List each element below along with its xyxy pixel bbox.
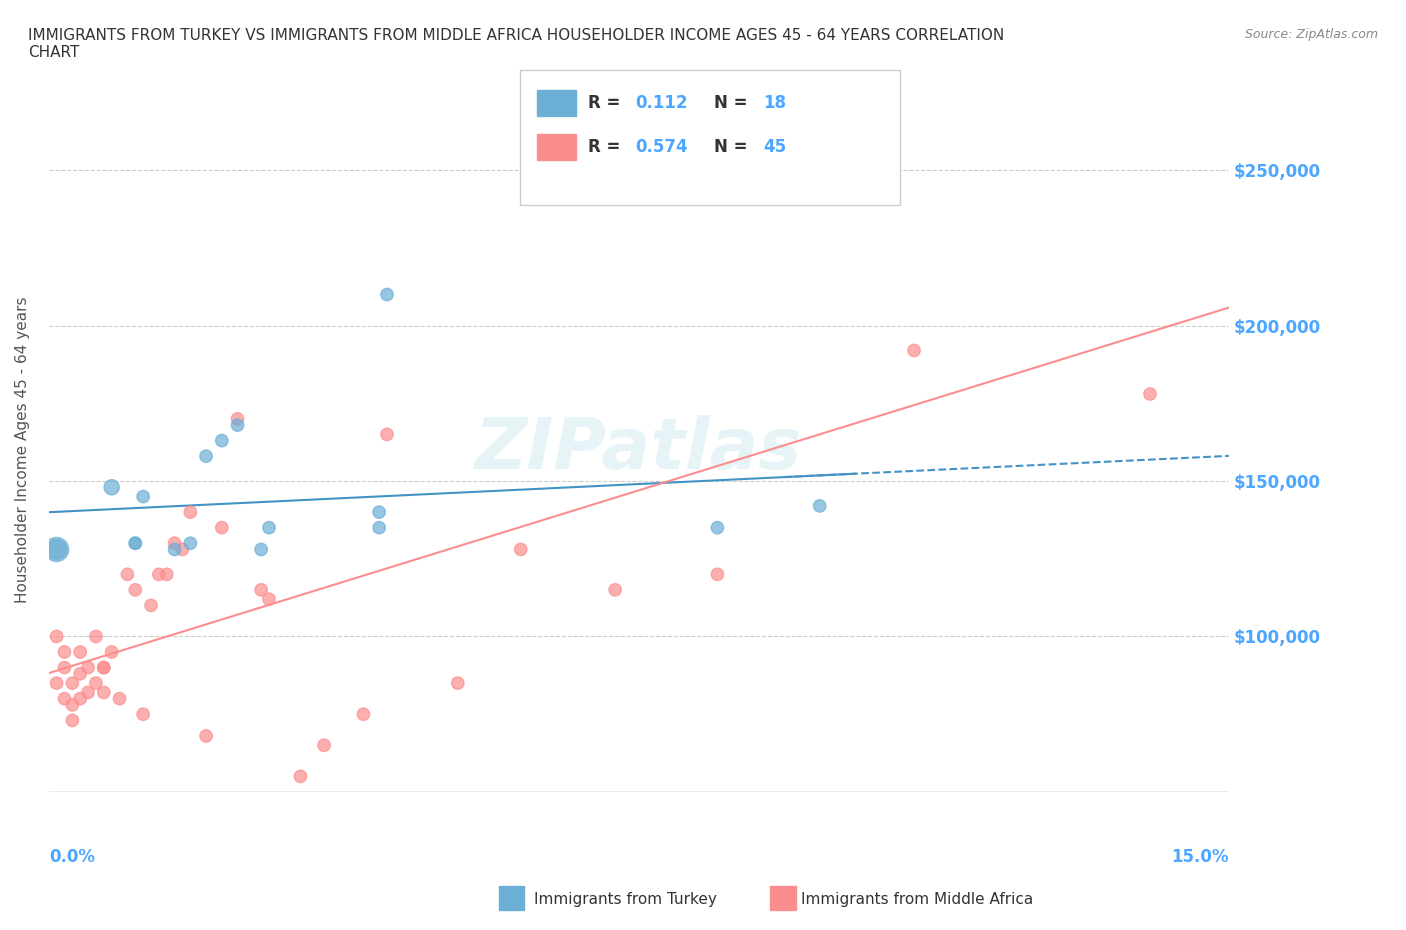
- Point: [211, 433, 233, 448]
- Point: [179, 505, 201, 520]
- Point: [163, 542, 186, 557]
- Point: [368, 520, 391, 535]
- Point: [100, 644, 122, 659]
- Point: [706, 567, 728, 582]
- Text: N =: N =: [714, 138, 754, 156]
- Point: [250, 582, 273, 597]
- Point: [77, 660, 100, 675]
- Point: [84, 629, 107, 644]
- Point: [156, 567, 179, 582]
- Point: [69, 691, 91, 706]
- Point: [60, 698, 83, 712]
- Point: [368, 505, 391, 520]
- Point: [785, 153, 807, 168]
- Point: [45, 676, 67, 691]
- Point: [148, 567, 170, 582]
- Text: ZIPatlas: ZIPatlas: [475, 416, 803, 485]
- Text: 0.0%: 0.0%: [49, 848, 94, 866]
- Text: 45: 45: [763, 138, 786, 156]
- Point: [84, 676, 107, 691]
- Point: [132, 707, 155, 722]
- Text: 18: 18: [763, 94, 786, 113]
- Point: [163, 536, 186, 551]
- Point: [808, 498, 831, 513]
- Text: 0.112: 0.112: [636, 94, 688, 113]
- Point: [706, 520, 728, 535]
- Point: [53, 644, 76, 659]
- Point: [179, 536, 201, 551]
- Point: [605, 582, 627, 597]
- Point: [69, 666, 91, 681]
- Point: [53, 691, 76, 706]
- Text: 0.574: 0.574: [636, 138, 688, 156]
- Text: R =: R =: [588, 138, 626, 156]
- Y-axis label: Householder Income Ages 45 - 64 years: Householder Income Ages 45 - 64 years: [15, 297, 30, 604]
- Point: [375, 287, 398, 302]
- Point: [250, 542, 273, 557]
- Point: [60, 676, 83, 691]
- Point: [447, 676, 470, 691]
- Point: [211, 520, 233, 535]
- Point: [195, 449, 218, 464]
- Point: [139, 598, 162, 613]
- Point: [172, 542, 194, 557]
- Text: R =: R =: [588, 94, 626, 113]
- Point: [93, 660, 115, 675]
- Point: [69, 644, 91, 659]
- Text: IMMIGRANTS FROM TURKEY VS IMMIGRANTS FROM MIDDLE AFRICA HOUSEHOLDER INCOME AGES : IMMIGRANTS FROM TURKEY VS IMMIGRANTS FRO…: [28, 28, 1004, 60]
- Point: [226, 411, 249, 426]
- Point: [1139, 387, 1161, 402]
- Text: Source: ZipAtlas.com: Source: ZipAtlas.com: [1244, 28, 1378, 41]
- Point: [312, 737, 335, 752]
- Text: Immigrants from Middle Africa: Immigrants from Middle Africa: [801, 892, 1033, 907]
- Point: [132, 489, 155, 504]
- Point: [45, 542, 67, 557]
- Point: [77, 685, 100, 700]
- Point: [117, 567, 139, 582]
- Point: [226, 418, 249, 432]
- Point: [352, 707, 374, 722]
- Point: [375, 427, 398, 442]
- Point: [108, 691, 131, 706]
- Point: [195, 728, 218, 743]
- Point: [124, 536, 146, 551]
- Text: N =: N =: [714, 94, 754, 113]
- Point: [93, 685, 115, 700]
- Text: 15.0%: 15.0%: [1171, 848, 1229, 866]
- Point: [60, 713, 83, 728]
- Point: [93, 660, 115, 675]
- Point: [100, 480, 122, 495]
- Point: [124, 582, 146, 597]
- Point: [53, 660, 76, 675]
- Point: [257, 591, 280, 606]
- Point: [45, 542, 67, 557]
- Point: [290, 769, 312, 784]
- Point: [903, 343, 925, 358]
- Text: Immigrants from Turkey: Immigrants from Turkey: [534, 892, 717, 907]
- Point: [45, 629, 67, 644]
- Point: [509, 542, 531, 557]
- Point: [124, 536, 146, 551]
- Point: [257, 520, 280, 535]
